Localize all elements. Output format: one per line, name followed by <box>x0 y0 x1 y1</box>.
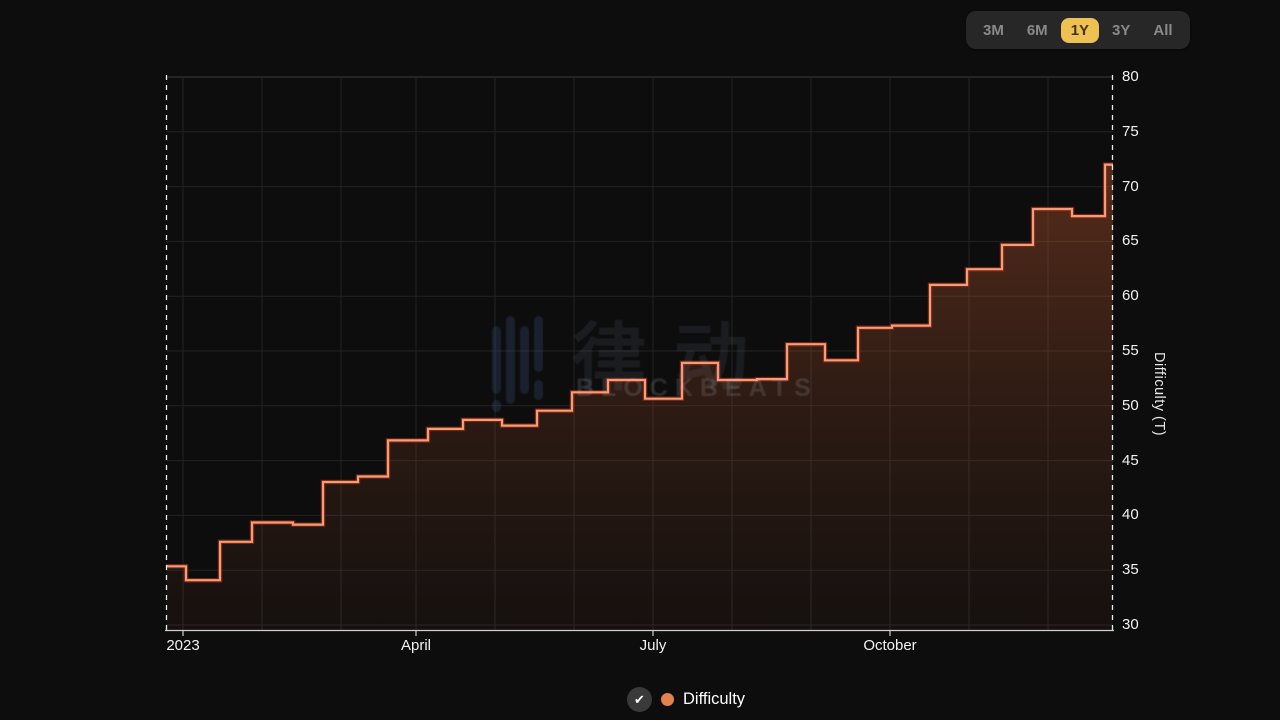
y-axis-tick-label: 70 <box>1122 177 1139 195</box>
range-button-3m[interactable]: 3M <box>973 18 1014 43</box>
x-axis-tick-label: April <box>400 637 431 654</box>
legend: ✔ Difficulty <box>627 687 745 712</box>
y-axis-tick-label: 50 <box>1122 396 1139 414</box>
plot-borders <box>165 75 1114 632</box>
range-button-all[interactable]: All <box>1143 18 1182 43</box>
x-axis-tick-label: 2023 <box>166 637 200 654</box>
difficulty-area-fill <box>166 164 1113 630</box>
y-axis-tick-label: 60 <box>1122 287 1139 305</box>
difficulty-step-line <box>166 163 1113 582</box>
range-button-3y[interactable]: 3Y <box>1102 18 1140 43</box>
legend-checkbox[interactable]: ✔ <box>627 687 652 712</box>
x-axis-tick-label: October <box>863 637 917 654</box>
y-axis-tick-label: 55 <box>1122 342 1139 359</box>
y-axis-tick-label: 80 <box>1122 68 1139 85</box>
y-axis-tick-label: 75 <box>1122 122 1139 140</box>
y-axis-tick-label: 35 <box>1122 561 1139 579</box>
y-axis-tick-label: 40 <box>1122 506 1139 524</box>
range-button-6m[interactable]: 6M <box>1017 18 1058 43</box>
y-axis-tick-label: 65 <box>1122 232 1139 250</box>
y-axis-title: Difficulty (T) <box>1151 352 1167 437</box>
y-axis-tick-label: 30 <box>1122 616 1139 633</box>
time-range-selector: 3M 6M 1Y 3Y All <box>966 11 1190 49</box>
range-button-1y[interactable]: 1Y <box>1060 17 1100 43</box>
x-axis-tick-label: July <box>639 637 667 654</box>
x-axis <box>165 629 1114 636</box>
legend-series-label: Difficulty <box>683 690 746 708</box>
legend-series-dot <box>661 693 674 706</box>
y-axis-tick-label: 45 <box>1122 451 1139 469</box>
check-icon: ✔ <box>634 692 645 707</box>
